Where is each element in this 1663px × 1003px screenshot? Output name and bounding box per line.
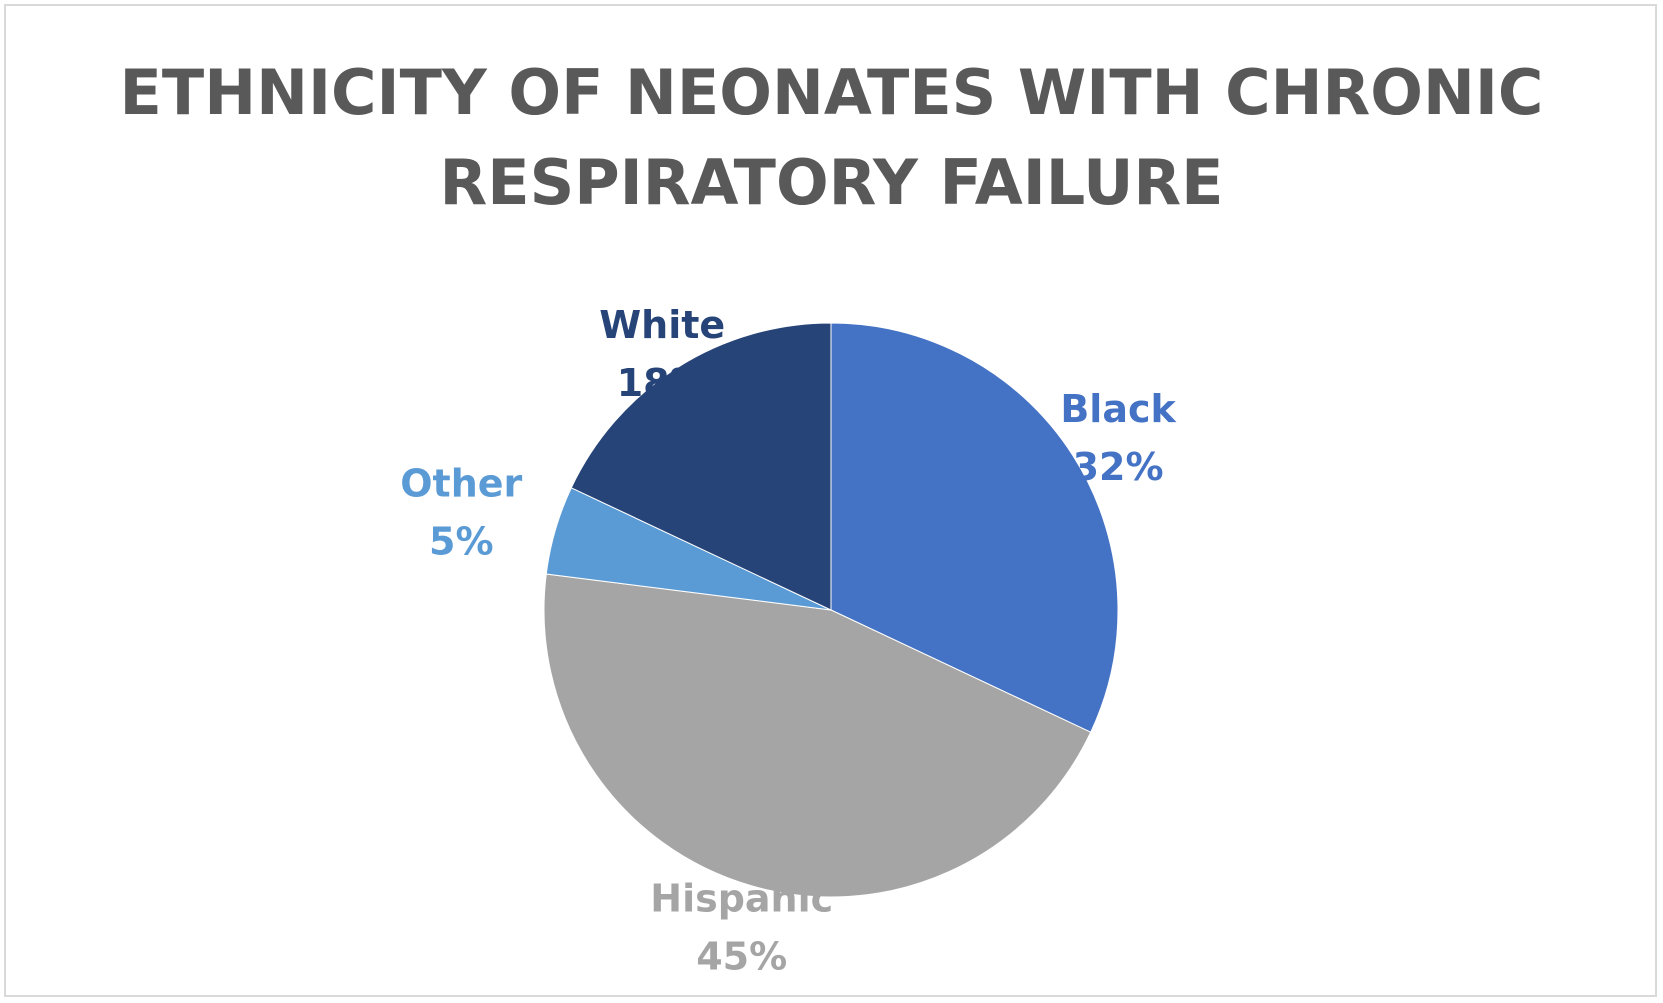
pie-slice-hispanic: [543, 573, 1092, 898]
data-label-name-other: Other: [400, 462, 522, 506]
chart-title: ETHNICITY OF NEONATES WITH CHRONIC RESPI…: [0, 48, 1663, 228]
pie-labels: Black 32% Hispanic 45% Other 5% White 18%: [400, 303, 1176, 978]
data-label-name-hispanic: Hispanic: [650, 876, 833, 920]
chart-title-line-1: ETHNICITY OF NEONATES WITH CHRONIC: [119, 56, 1544, 129]
pie-slice-black: [830, 322, 1119, 733]
pie-slice-white: [570, 322, 832, 611]
data-label-name-white: White: [599, 303, 725, 347]
data-label-value-white: 18%: [617, 361, 708, 405]
data-label-value-hispanic: 45%: [696, 934, 787, 978]
data-label-value-black: 32%: [1073, 445, 1164, 489]
chart-title-line-2: RESPIRATORY FAILURE: [439, 146, 1224, 219]
pie-slices: [543, 322, 1119, 898]
data-label-name-black: Black: [1060, 387, 1176, 431]
data-label-value-other: 5%: [429, 520, 494, 564]
